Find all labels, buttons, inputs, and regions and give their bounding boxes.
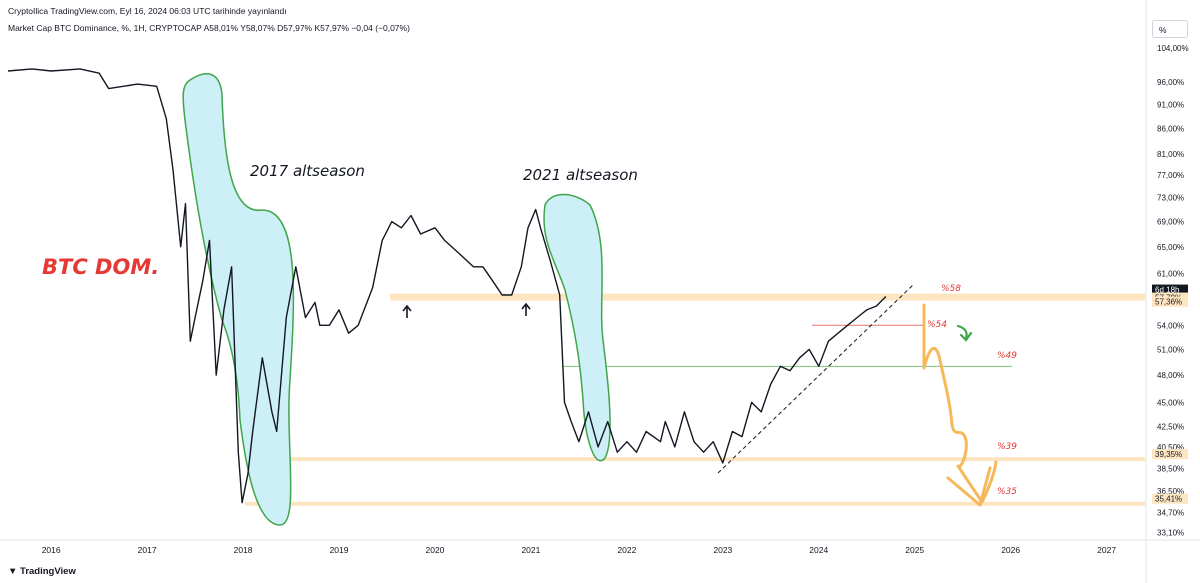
uptrend-dashed-line	[717, 283, 915, 474]
x-tick-label: 2022	[617, 545, 636, 555]
target-label: %54	[927, 320, 947, 330]
dominance-price-line	[7, 68, 887, 504]
level-label-bg	[1152, 493, 1188, 504]
y-tick-label: 54,00%	[1157, 321, 1184, 330]
x-tick-label: 2019	[330, 545, 349, 555]
x-tick-label: 2016	[42, 545, 61, 555]
y-tick-label: 86,00%	[1157, 124, 1184, 133]
countdown-label: 6d 18h	[1155, 286, 1179, 295]
altseason-2021-highlight	[543, 193, 611, 462]
target-label: %49	[997, 351, 1017, 361]
target-label: %39	[997, 442, 1017, 452]
y-tick-label: 36,50%	[1157, 487, 1184, 496]
tradingview-logo-icon: ▼	[8, 566, 21, 577]
y-tick-label: 69,00%	[1157, 218, 1184, 227]
y-tick-label: 65,00%	[1157, 243, 1184, 252]
y-tick-label: 40,50%	[1157, 443, 1184, 452]
x-tick-label: 2027	[1097, 545, 1116, 555]
y-tick-label: 48,00%	[1157, 371, 1184, 380]
resistance-band-58	[390, 293, 1145, 301]
countdown-label-bg	[1152, 284, 1188, 295]
y-tick-label: 34,70%	[1157, 508, 1184, 517]
y-tick-label: 38,50%	[1157, 464, 1184, 473]
x-tick-label: 2023	[713, 545, 732, 555]
support-band-39	[290, 457, 1145, 462]
y-tick-label: 104,00%	[1157, 44, 1189, 53]
tradingview-logo-text: TradingView	[20, 566, 76, 577]
annotation-btc-dom: BTC DOM.	[42, 255, 159, 279]
level-label-bg	[1152, 296, 1188, 307]
y-tick-label: 33,10%	[1157, 528, 1184, 537]
level-label-bg	[1152, 449, 1188, 460]
y-tick-label: 73,00%	[1157, 194, 1184, 203]
x-tick-label: 2026	[1001, 545, 1020, 555]
y-tick-label: 42,50%	[1157, 423, 1184, 432]
x-tick-label: 2018	[234, 545, 253, 555]
y-tick-label: 77,00%	[1157, 171, 1184, 180]
forecast-arrowhead-icon	[946, 466, 992, 507]
annotation-2021-altseason: 2021 altseason	[523, 166, 638, 184]
annotation-2017-altseason: 2017 altseason	[250, 162, 365, 180]
target-label: %35	[997, 487, 1017, 497]
level-label: 57,36%	[1155, 298, 1182, 307]
y-tick-label: 91,00%	[1157, 101, 1184, 110]
x-tick-label: 2017	[138, 545, 157, 555]
y-tick-label: 96,00%	[1157, 78, 1184, 87]
x-tick-label: 2025	[905, 545, 924, 555]
support-arrow-2020-icon	[521, 302, 531, 316]
y-tick-label: 45,00%	[1157, 398, 1184, 407]
x-tick-label: 2024	[809, 545, 828, 555]
x-tick-label: 2021	[521, 545, 540, 555]
level-label: 39,35%	[1155, 450, 1182, 459]
y-tick-label: 51,00%	[1157, 345, 1184, 354]
support-band-35	[245, 501, 1145, 506]
tradingview-logo: ▼ TradingView	[8, 566, 76, 577]
scale-toggle-button[interactable]: %	[1152, 20, 1188, 38]
support-arrow-2019-icon	[402, 304, 412, 318]
symbol-legend: Market Cap BTC Dominance, %, 1H, CRYPTOC…	[8, 23, 410, 33]
level-label: 35,41%	[1155, 495, 1182, 504]
green-down-arrow-icon	[956, 324, 973, 342]
altseason-2017-highlight	[182, 73, 295, 526]
y-tick-label: 61,00%	[1157, 270, 1184, 279]
target-label: %58	[941, 284, 961, 294]
y-tick-label: 81,00%	[1157, 150, 1184, 159]
publish-line: CryptoIlica TradingView.com, Eyl 16, 202…	[8, 6, 287, 16]
x-tick-label: 2020	[426, 545, 445, 555]
